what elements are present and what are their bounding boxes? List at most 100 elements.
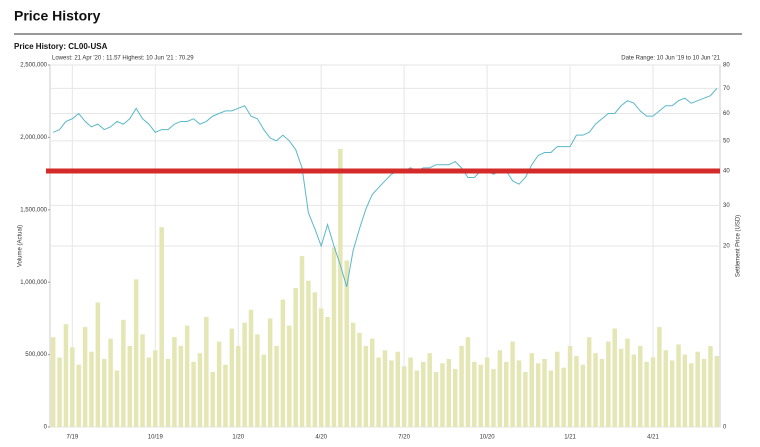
volume-bar [650,357,656,427]
volume-bar [153,350,158,427]
y2-tick-label: 40 [723,169,730,175]
volume-bar [555,351,560,427]
volume-bar [108,338,113,427]
volume-bar [236,345,241,427]
volume-bar [465,337,471,427]
volume-bar [535,363,541,427]
volume-bar [708,345,713,427]
volume-bar [599,358,605,427]
volume-bar [82,327,88,427]
volume-bar [344,260,349,427]
volume-bar [331,247,337,427]
volume-bar [510,341,515,427]
volume-bar [248,309,254,427]
volume-bar [216,341,222,427]
volume-bar [586,337,592,427]
volume-bar [682,354,688,427]
x-tick-label: 7/19 [66,435,78,441]
y2-tick-label: 80 [723,63,730,69]
volume-bar [229,328,235,427]
volume-bar [593,353,598,427]
volume-bar [669,360,675,427]
volume-bar [459,345,464,427]
volume-bar [95,302,101,427]
volume-bar [714,356,720,427]
stats: Lowest: 21 Apr '20 : 11.57 Highest: 10 J… [52,56,194,62]
volume-bar [389,360,394,427]
volume-bar [504,361,509,427]
volume-bar [242,322,247,427]
y2-tick-label: 20 [723,244,730,250]
volume-bar [408,357,413,427]
volume-bar [631,354,637,427]
volume-bar [433,371,439,427]
volume-bar [261,354,266,427]
volume-bar [542,358,547,427]
volume-bar [695,351,700,427]
volume-bar [618,348,624,427]
volume-bar [50,337,56,427]
volume-bar [293,287,298,427]
volume-bar [299,256,305,427]
volume-bar [133,279,139,427]
x-tick-label: 10/20 [480,435,496,441]
volume-bar [318,308,324,427]
volume-bar [516,360,522,427]
volume-bar [146,357,152,427]
volume-bar [638,345,643,427]
volume-bar [338,148,343,427]
volume-bar [701,358,707,427]
volume-bar [255,334,260,427]
volume-bar [312,292,318,427]
volume-bar [529,353,534,427]
volume-bar [644,361,649,427]
x-tick-label: 4/21 [647,435,659,441]
volume-bar [561,367,566,427]
volume-bar [102,358,107,427]
volume-bar [165,358,171,427]
volume-bar [70,347,75,427]
volume-bar [280,299,286,427]
volume-bar [350,322,356,427]
y2-tick-label: 50 [723,138,730,144]
volume-bar [191,361,196,427]
volume-bar [127,345,132,427]
volume-bar [306,280,311,427]
volume-bar [676,344,681,427]
volume-bar [197,353,203,427]
volume-bar [204,316,209,427]
volume-bar [401,366,407,427]
volume-bar [370,338,375,427]
volume-bar [478,364,483,427]
volume-bar [274,345,279,427]
volume-bar [159,227,164,427]
volume-bar [612,328,617,427]
volume-bar [178,345,184,427]
volume-bar [76,364,81,427]
volume-bar [357,332,362,427]
volume-bar [491,369,496,427]
volume-bar [657,327,662,427]
volume-bar [395,351,400,427]
volume-bar [267,318,273,427]
volume-bar [223,364,228,427]
volume-bar [325,316,330,427]
volume-bar [172,337,177,427]
volume-bar [574,356,579,427]
volume-bar [484,357,490,427]
volume-bar [663,350,668,427]
y2-tick-label: 0 [723,425,727,431]
x-tick-label: 1/21 [564,435,576,441]
volume-bar [287,325,292,427]
volume-bar [580,364,586,427]
chart-title: Price History: CL00-USA [14,42,108,51]
volume-bar [472,361,477,427]
volume-bar [89,351,94,427]
volume-bar [452,369,458,427]
volume-bar [548,370,554,427]
volume-bar [363,345,369,427]
y2-tick-label: 30 [723,203,730,209]
x-tick-label: 7/20 [398,435,410,441]
volume-bar [427,353,432,427]
